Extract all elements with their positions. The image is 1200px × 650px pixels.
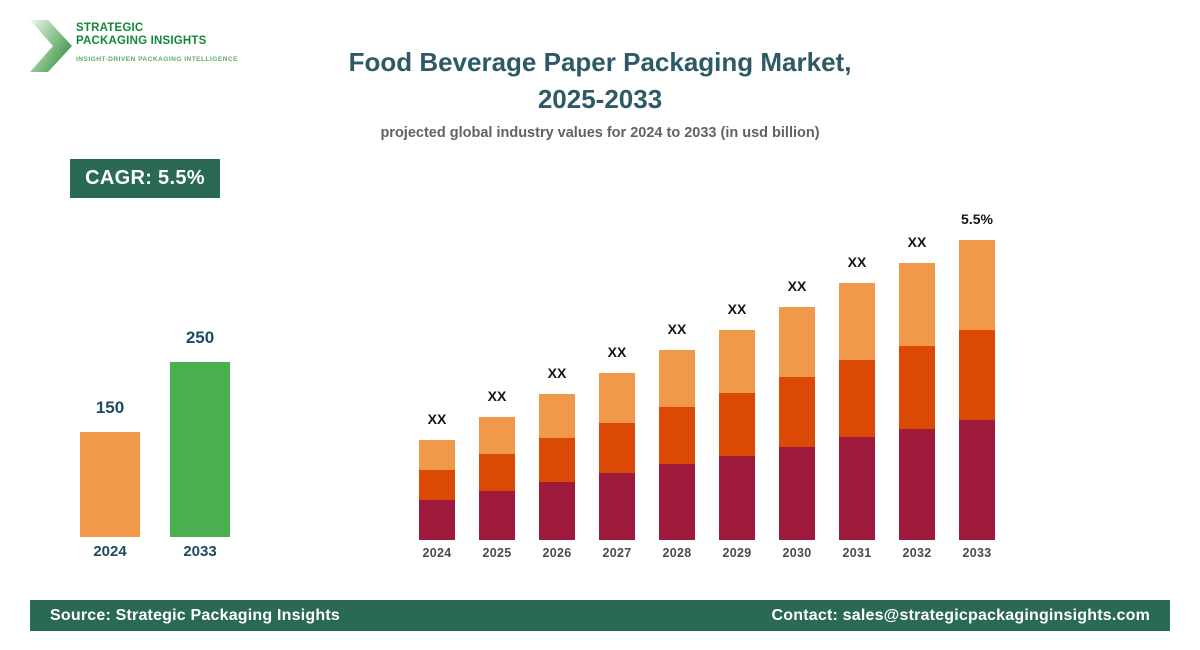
stacked-bar-year-label: 2026 [542,546,572,560]
stacked-bar-group-2024: XX 2024 [419,411,455,560]
logo-tagline: INSIGHT-DRIVEN PACKAGING INTELLIGENCE [76,56,238,63]
stacked-bar-value-label: XX [727,301,747,317]
segment-middle [719,393,755,456]
stacked-bar-group-2033: 5.5% 2033 [959,211,995,560]
segment-middle [539,438,575,482]
segment-top [419,440,455,470]
segment-bottom [659,464,695,540]
segment-bottom [959,420,995,540]
stacked-bar-year-label: 2032 [902,546,932,560]
title-line2: 2025-2033 [537,84,663,114]
logo: STRATEGIC PACKAGING INSIGHTS INSIGHT-DRI… [30,14,238,72]
stacked-bar [599,373,635,540]
segment-top [779,307,815,377]
segment-middle [419,470,455,500]
stacked-bar [779,307,815,540]
mini-bar-year-label: 2033 [183,543,217,560]
stacked-bar-year-label: 2024 [422,546,452,560]
segment-middle [599,423,635,473]
page-title: Food Beverage Paper Packaging Market, 20… [0,44,1200,118]
stacked-bar-year-label: 2029 [722,546,752,560]
stacked-bar-value-label: XX [547,365,567,381]
segment-middle [779,377,815,447]
segment-middle [899,346,935,429]
stacked-bar-value-label: XX [607,344,627,360]
segment-bottom [779,447,815,540]
segment-bottom [839,437,875,540]
stacked-bar-year-label: 2025 [482,546,512,560]
stacked-bar [479,417,515,540]
segment-bottom [899,429,935,540]
cagr-badge: CAGR: 5.5% [70,159,220,198]
segment-bottom [599,473,635,540]
chevron-logo-icon [30,20,72,72]
mini-bar-year-label: 2024 [93,543,127,560]
stacked-bar [419,440,455,540]
mini-bar-group-2033: 250 2033 [170,328,230,560]
subtitle: projected global industry values for 202… [380,125,820,141]
mini-bar-value-label: 150 [95,398,125,417]
source-text: Source: Strategic Packaging Insights [50,606,340,624]
mini-bar [80,432,140,537]
segment-top [479,417,515,454]
stacked-bar-group-2032: XX 2032 [899,234,935,560]
segment-top [959,240,995,330]
stacked-bar-value-label: XX [907,234,927,250]
stacked-bar-group-2027: XX 2027 [599,344,635,560]
stacked-bar-group-2028: XX 2028 [659,321,695,560]
stacked-bar-value-label: 5.5% [961,211,993,227]
segment-middle [839,360,875,437]
stacked-bar [719,330,755,540]
segment-top [659,350,695,407]
stacked-bar-group-2030: XX 2030 [779,278,815,560]
mini-bar-value-label: 250 [185,328,215,347]
stacked-bar-group-2026: XX 2026 [539,365,575,560]
stacked-bar-value-label: XX [667,321,687,337]
summary-bar-chart: 150 2024 250 2033 [80,320,230,560]
stacked-bar-group-2025: XX 2025 [479,388,515,560]
logo-text: STRATEGIC PACKAGING INSIGHTS INSIGHT-DRI… [76,14,238,63]
title-line1: Food Beverage Paper Packaging Market, [348,47,852,77]
segment-bottom [479,491,515,540]
segment-top [599,373,635,423]
segment-middle [959,330,995,420]
logo-line2: PACKAGING INSIGHTS [76,34,207,47]
stacked-bar [539,394,575,540]
stacked-bar-value-label: XX [787,278,807,294]
stacked-bar-group-2029: XX 2029 [719,301,755,560]
stacked-bar-year-label: 2031 [842,546,872,560]
contact-text: Contact: sales@strategicpackaginginsight… [771,606,1150,624]
stacked-bar-year-label: 2027 [602,546,632,560]
stacked-bar-group-2031: XX 2031 [839,254,875,560]
stacked-bar-year-label: 2033 [962,546,992,560]
segment-top [539,394,575,438]
stacked-bar-chart: XX 2024 XX 2025 XX 2026 XX 2027 XX 2028 XX 2029 XX 20… [419,190,995,560]
stacked-bar-value-label: XX [487,388,507,404]
segment-middle [659,407,695,464]
footer-bar: Source: Strategic Packaging Insights Con… [30,600,1170,631]
stacked-bar [839,283,875,540]
segment-bottom [539,482,575,540]
stacked-bar [959,240,995,540]
stacked-bar-year-label: 2030 [782,546,812,560]
mini-bar [170,362,230,537]
stacked-bar [659,350,695,540]
segment-top [839,283,875,360]
mini-bar-group-2024: 150 2024 [80,398,140,560]
stacked-bar [899,263,935,540]
stacked-bar-year-label: 2028 [662,546,692,560]
segment-bottom [419,500,455,540]
stacked-bar-value-label: XX [847,254,867,270]
segment-middle [479,454,515,491]
stacked-bar-value-label: XX [427,411,447,427]
segment-top [899,263,935,346]
segment-bottom [719,456,755,540]
logo-line1: STRATEGIC [76,22,144,34]
title-block: Food Beverage Paper Packaging Market, 20… [0,44,1200,141]
segment-top [719,330,755,393]
